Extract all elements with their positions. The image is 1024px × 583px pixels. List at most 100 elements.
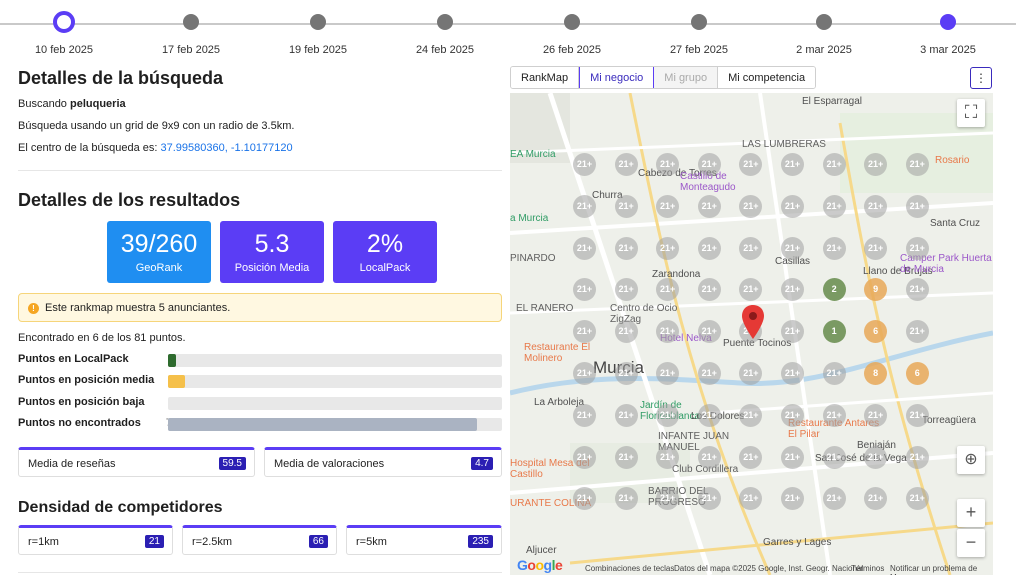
- grid-point[interactable]: 21+: [573, 320, 596, 344]
- tab-mi-negocio[interactable]: Mi negocio: [579, 67, 655, 88]
- grid-point[interactable]: 21+: [781, 445, 804, 469]
- grid-point[interactable]: 21+: [573, 403, 596, 427]
- grid-point[interactable]: 8: [864, 362, 888, 385]
- grid-point[interactable]: 21+: [739, 278, 763, 302]
- grid-point[interactable]: 21+: [781, 236, 804, 260]
- grid-point[interactable]: 21+: [822, 445, 846, 469]
- timeline-dot[interactable]: [940, 14, 956, 30]
- grid-point[interactable]: 21+: [905, 445, 929, 469]
- grid-point[interactable]: 9: [864, 278, 888, 302]
- grid-point[interactable]: 21+: [905, 194, 929, 218]
- grid-point[interactable]: 21+: [573, 362, 596, 385]
- grid-point[interactable]: 21+: [614, 320, 638, 344]
- grid-point[interactable]: 21+: [656, 236, 680, 260]
- grid-point[interactable]: 21+: [822, 236, 846, 260]
- zoom-in-button[interactable]: +: [957, 499, 985, 527]
- grid-point[interactable]: 21+: [739, 153, 763, 176]
- tab-mi-grupo[interactable]: Mi grupo: [654, 67, 719, 88]
- grid-point[interactable]: 21+: [573, 236, 596, 260]
- grid-point[interactable]: 21+: [905, 153, 929, 176]
- grid-point[interactable]: 21+: [697, 153, 721, 176]
- center-coordinates-link[interactable]: 37.99580360, -1.10177120: [160, 142, 293, 154]
- grid-point[interactable]: 21+: [697, 362, 721, 385]
- timeline-dot[interactable]: [437, 14, 453, 30]
- grid-point[interactable]: 21+: [822, 153, 846, 176]
- timeline-dot[interactable]: [310, 14, 326, 30]
- grid-point[interactable]: 21+: [739, 362, 763, 385]
- grid-point[interactable]: 21+: [822, 362, 846, 385]
- report-problem-link[interactable]: Notificar un problema de Maps: [890, 564, 978, 575]
- grid-point[interactable]: 21+: [781, 487, 804, 511]
- grid-point[interactable]: 21+: [656, 445, 680, 469]
- grid-point[interactable]: 21+: [864, 194, 888, 218]
- grid-point[interactable]: 21+: [656, 403, 680, 427]
- grid-point[interactable]: 21+: [697, 403, 721, 427]
- grid-point[interactable]: 2: [822, 278, 846, 302]
- grid-point[interactable]: 21+: [656, 194, 680, 218]
- grid-point[interactable]: 21+: [697, 236, 721, 260]
- timeline-item[interactable]: 19 feb 2025: [263, 14, 373, 56]
- grid-point[interactable]: 21+: [656, 487, 680, 511]
- grid-point[interactable]: 21+: [864, 153, 888, 176]
- zoom-out-button[interactable]: −: [957, 529, 985, 557]
- timeline-dot[interactable]: [816, 14, 832, 30]
- fullscreen-icon[interactable]: ⛶: [957, 99, 985, 127]
- grid-point[interactable]: 21+: [697, 278, 721, 302]
- grid-point[interactable]: 21+: [822, 403, 846, 427]
- grid-point[interactable]: 21+: [781, 320, 804, 344]
- grid-point[interactable]: 21+: [697, 445, 721, 469]
- grid-point[interactable]: 21+: [614, 153, 638, 176]
- grid-point[interactable]: 21+: [739, 236, 763, 260]
- tab-rankmap[interactable]: RankMap: [511, 67, 580, 88]
- grid-point[interactable]: 21+: [573, 194, 596, 218]
- tab-mi-competencia[interactable]: Mi competencia: [718, 67, 816, 88]
- timeline-item[interactable]: 2 mar 2025: [769, 14, 879, 56]
- grid-point[interactable]: 21+: [614, 445, 638, 469]
- grid-point[interactable]: 21+: [573, 487, 596, 511]
- timeline-item[interactable]: 10 feb 2025: [9, 11, 119, 56]
- vertical-dots-icon[interactable]: ⋮: [970, 67, 992, 89]
- grid-point[interactable]: 21+: [905, 320, 929, 344]
- grid-point[interactable]: 21+: [739, 194, 763, 218]
- terms-link[interactable]: Términos: [851, 564, 885, 573]
- grid-point[interactable]: 1: [822, 320, 846, 344]
- grid-point[interactable]: 21+: [905, 278, 929, 302]
- grid-point[interactable]: 21+: [864, 445, 888, 469]
- timeline-item[interactable]: 17 feb 2025: [136, 14, 246, 56]
- grid-point[interactable]: 21+: [905, 403, 929, 427]
- grid-point[interactable]: 21+: [656, 362, 680, 385]
- recenter-icon[interactable]: ⊕: [957, 446, 985, 474]
- grid-point[interactable]: 21+: [614, 487, 638, 511]
- grid-point[interactable]: 21+: [781, 278, 804, 302]
- grid-point[interactable]: 21+: [656, 320, 680, 344]
- grid-point[interactable]: 21+: [864, 487, 888, 511]
- grid-point[interactable]: 21+: [614, 236, 638, 260]
- grid-point[interactable]: 21+: [905, 487, 929, 511]
- grid-point[interactable]: 6: [864, 320, 888, 344]
- grid-point[interactable]: 21+: [905, 236, 929, 260]
- grid-point[interactable]: 6: [905, 362, 929, 385]
- timeline-item[interactable]: 27 feb 2025: [644, 14, 754, 56]
- grid-point[interactable]: 21+: [781, 403, 804, 427]
- grid-point[interactable]: 21+: [614, 278, 638, 302]
- grid-point[interactable]: 21+: [781, 362, 804, 385]
- timeline-dot[interactable]: [183, 14, 199, 30]
- timeline-item[interactable]: 24 feb 2025: [390, 14, 500, 56]
- grid-point[interactable]: 21+: [864, 236, 888, 260]
- grid-point[interactable]: 21+: [697, 194, 721, 218]
- grid-point[interactable]: 21+: [656, 278, 680, 302]
- grid-point[interactable]: 21+: [697, 320, 721, 344]
- timeline-dot[interactable]: [564, 14, 580, 30]
- rank-map[interactable]: El Esparragal LAS LUMBRERAS Cabezo de Torr…: [510, 93, 993, 575]
- grid-point[interactable]: 21+: [573, 445, 596, 469]
- grid-point[interactable]: 21+: [864, 403, 888, 427]
- location-pin-icon[interactable]: [742, 305, 764, 339]
- keyboard-shortcuts-link[interactable]: Combinaciones de teclas: [585, 564, 675, 573]
- grid-point[interactable]: 21+: [822, 194, 846, 218]
- timeline-dot[interactable]: [53, 11, 75, 33]
- grid-point[interactable]: 21+: [739, 403, 763, 427]
- timeline-item[interactable]: 26 feb 2025: [517, 14, 627, 56]
- grid-point[interactable]: 21+: [822, 487, 846, 511]
- timeline-item[interactable]: 3 mar 2025: [893, 14, 1003, 56]
- grid-point[interactable]: 21+: [781, 153, 804, 176]
